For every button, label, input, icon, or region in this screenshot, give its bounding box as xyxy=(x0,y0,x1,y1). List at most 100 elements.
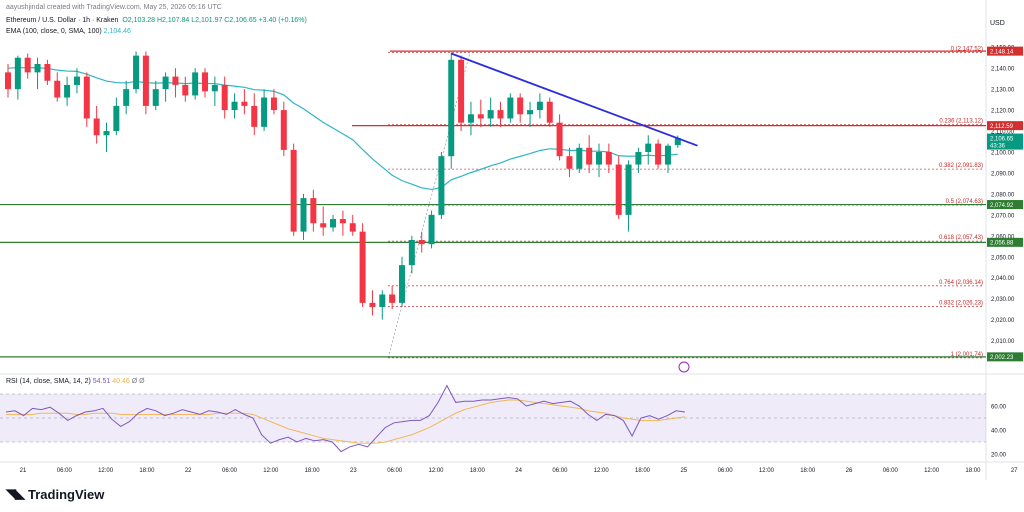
fib-level-label: 0.618 (2,057.43) xyxy=(939,235,983,241)
time-tick-label: 12:00 xyxy=(594,468,610,474)
ema-legend[interactable]: EMA (100, close, 0, SMA, 100) 2,104.46 xyxy=(6,28,131,35)
price-tick-label: 2,100.00 xyxy=(991,151,1015,157)
candle-body xyxy=(615,164,622,215)
candle-body xyxy=(674,138,681,146)
rsi-ma-line xyxy=(6,399,686,444)
candle-body xyxy=(123,89,130,106)
candle-body xyxy=(5,72,11,90)
price-axis-marker-label: 2,002.23 xyxy=(990,355,1014,361)
candle-body xyxy=(44,64,51,81)
candle-body xyxy=(359,231,366,303)
candle-body xyxy=(330,219,337,228)
candle-body xyxy=(221,84,228,111)
fib-level-label: 0 (2,147.52) xyxy=(951,46,983,52)
candle-body xyxy=(261,97,268,127)
candle-body xyxy=(408,240,415,266)
ema-line xyxy=(7,66,678,191)
time-tick-label: 12:00 xyxy=(428,468,444,474)
candle-body xyxy=(428,214,435,245)
replay-icon xyxy=(678,361,690,373)
candle-body xyxy=(349,223,356,232)
fib-level-label: 0.382 (2,091.83) xyxy=(939,163,983,169)
time-tick-label: 18:00 xyxy=(470,468,486,474)
price-tick-label: 2,140.00 xyxy=(991,67,1015,73)
price-tick-label: 2,060.00 xyxy=(991,234,1015,240)
symbol-header: Ethereum / U.S. Dollar · 1h · Kraken O2,… xyxy=(6,17,307,24)
rsi-line xyxy=(5,384,686,453)
candle-body xyxy=(133,55,140,90)
candle-body xyxy=(546,101,553,123)
candle-body xyxy=(625,164,632,215)
rsi-tick-label: 40.00 xyxy=(991,429,1007,435)
last-price-marker xyxy=(987,133,1023,150)
last-price-label: 2,106.65 xyxy=(990,136,1014,142)
time-tick-label: 18:00 xyxy=(139,468,155,474)
candle-body xyxy=(320,223,327,228)
time-tick-label: 06:00 xyxy=(387,468,403,474)
candle-body xyxy=(83,76,90,119)
price-tick-label: 2,090.00 xyxy=(991,171,1015,177)
candle-body xyxy=(635,152,642,165)
rsi-tick-label: 60.00 xyxy=(991,405,1007,411)
ema-value: 2,104.46 xyxy=(103,28,131,35)
price-tick-label: 2,030.00 xyxy=(991,297,1015,303)
candle-body xyxy=(596,152,602,165)
candle-body xyxy=(369,302,376,308)
rsi-legend[interactable]: RSI (14, close, SMA, 14, 2) 54.51 40.46 … xyxy=(6,378,145,385)
candle-body xyxy=(497,110,504,119)
price-tick-label: 2,120.00 xyxy=(991,109,1015,115)
candle-body xyxy=(655,143,662,165)
tradingview-brand[interactable]: ◥◣ TradingView xyxy=(6,486,104,502)
candle-body xyxy=(251,105,258,127)
symbol-label: Ethereum / U.S. Dollar · 1h · Kraken xyxy=(6,17,119,24)
candle-body xyxy=(103,131,110,136)
price-tick-label: 2,010.00 xyxy=(991,339,1015,345)
fib-level-label: 0.764 (2,036.14) xyxy=(939,280,983,286)
price-axis-marker-label: 2,056.88 xyxy=(990,241,1014,247)
candle-body xyxy=(576,147,583,169)
price-tick-label: 2,080.00 xyxy=(991,192,1015,198)
candle-body xyxy=(172,76,179,85)
candle-body xyxy=(152,89,159,106)
candle-body xyxy=(241,101,248,106)
fib-level-label: 0.832 (2,026.23) xyxy=(939,301,983,307)
candle-body xyxy=(64,84,71,98)
candle-body xyxy=(664,145,671,165)
rsi-tick-label: 20.00 xyxy=(991,453,1007,459)
candle-body xyxy=(113,105,120,132)
price-tick-label: 2,050.00 xyxy=(991,255,1015,261)
rsi-extra: Ø Ø xyxy=(131,378,145,385)
candle-body xyxy=(566,156,573,169)
time-tick-label: 23 xyxy=(350,468,357,474)
candle-body xyxy=(231,101,238,111)
time-tick-label: 12:00 xyxy=(98,468,114,474)
time-tick-label: 21 xyxy=(20,468,27,474)
chart-creator-text: aayushjindal created with TradingView.co… xyxy=(6,4,222,11)
candle-body xyxy=(586,147,593,165)
candle-body xyxy=(34,64,41,73)
candle-body xyxy=(24,57,31,73)
candle-body xyxy=(182,84,189,96)
time-tick-label: 06:00 xyxy=(222,468,238,474)
candle-body xyxy=(54,80,61,98)
price-axis-marker xyxy=(987,46,1023,56)
candle-body xyxy=(467,114,474,123)
candle-body xyxy=(93,118,100,136)
tradingview-logo-icon: ◥◣ xyxy=(6,486,25,501)
time-tick-label: 18:00 xyxy=(305,468,321,474)
candle-body xyxy=(310,198,317,224)
candle-body xyxy=(487,110,494,119)
currency-label: USD xyxy=(990,20,1005,27)
time-tick-label: 24 xyxy=(515,468,522,474)
candle-body xyxy=(14,57,21,90)
price-axis-marker-label: 2,148.14 xyxy=(990,49,1014,55)
price-tick-label: 2,040.00 xyxy=(991,276,1015,282)
candle-body xyxy=(73,76,80,85)
time-tick-label: 25 xyxy=(680,468,687,474)
candle-body xyxy=(438,156,445,215)
price-axis-marker-label: 2,074.92 xyxy=(990,203,1014,209)
candle-body xyxy=(399,265,405,303)
candle-body xyxy=(536,101,543,111)
time-tick-label: 06:00 xyxy=(552,468,568,474)
